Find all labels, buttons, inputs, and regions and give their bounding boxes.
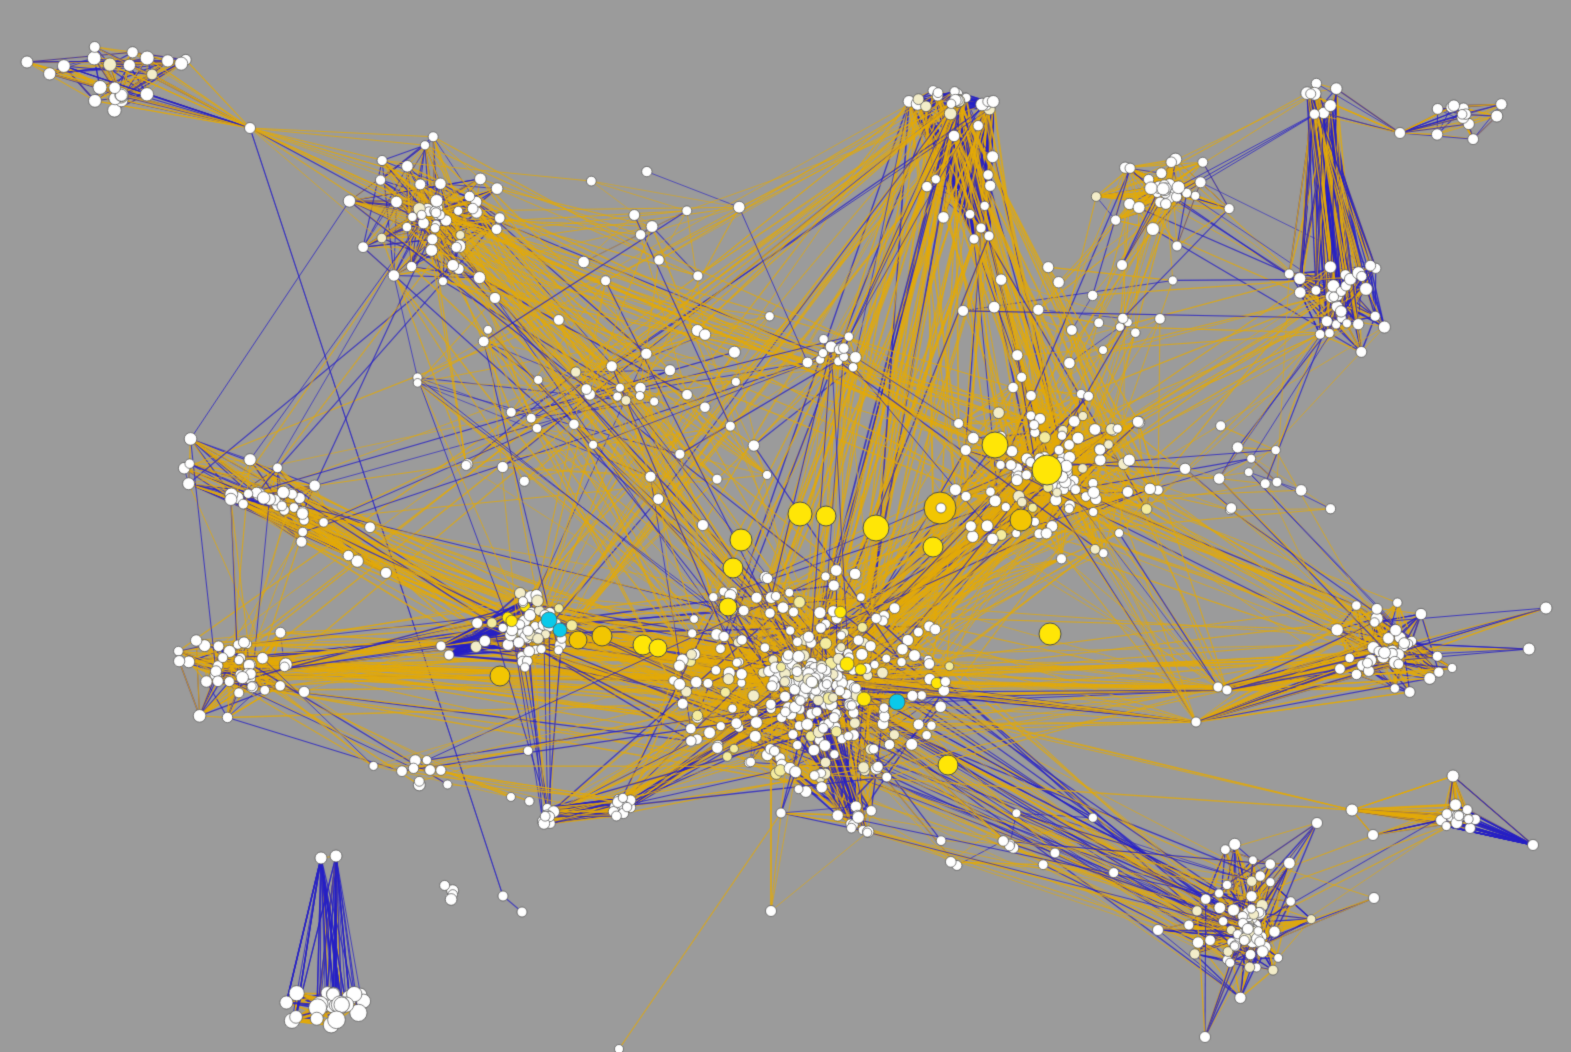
network-visualization bbox=[0, 0, 1571, 1052]
graph-canvas[interactable] bbox=[0, 0, 1571, 1052]
